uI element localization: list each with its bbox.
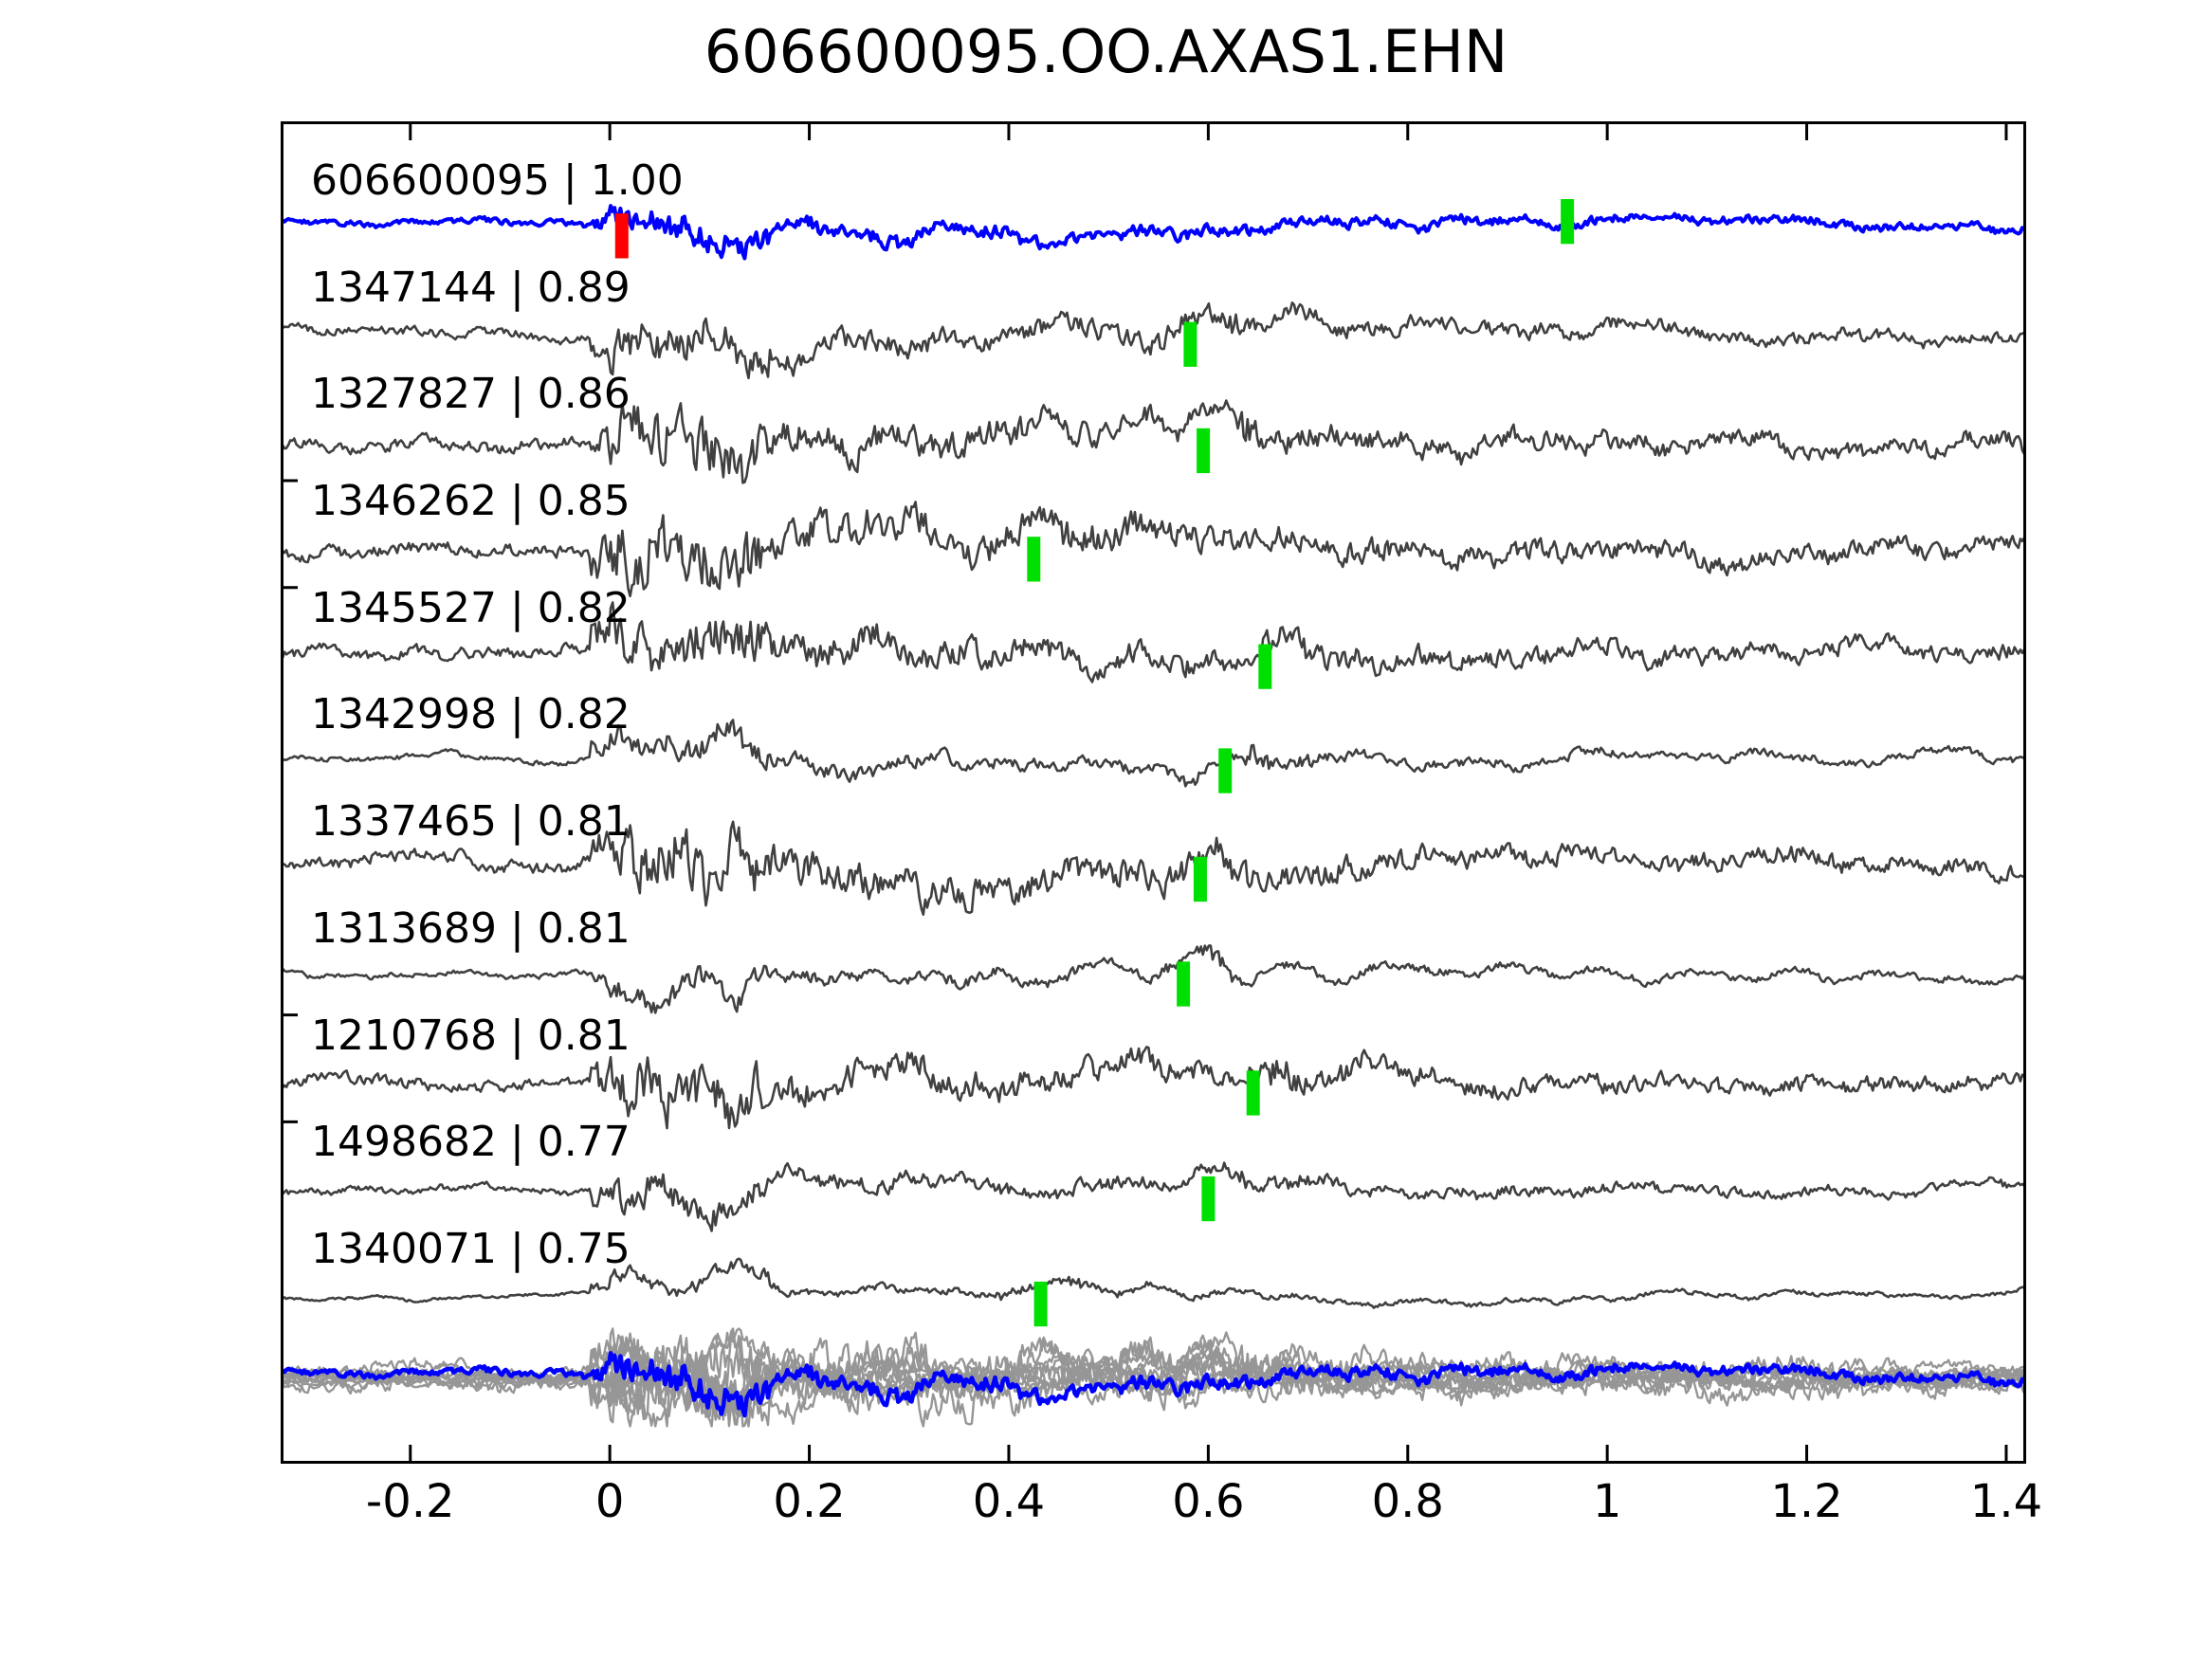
detection-pick-marker	[1183, 321, 1197, 367]
detection-pick-marker	[1197, 428, 1211, 474]
detection-waveform	[281, 820, 2026, 916]
trace-label: 1327827 | 0.86	[311, 370, 631, 419]
trace-label: 1342998 | 0.82	[311, 690, 631, 739]
template-waveform	[281, 204, 2026, 261]
detection-waveform	[281, 944, 2026, 1014]
x-tick-label: 1.4	[1969, 1475, 2043, 1528]
detection-pick-marker	[1033, 1281, 1048, 1327]
detection-pick-marker	[1177, 961, 1191, 1007]
waveform-canvas	[281, 121, 2026, 1464]
detection-pick-marker	[1258, 644, 1272, 689]
detection-waveform	[281, 501, 2026, 598]
x-tick-label: 1	[1592, 1475, 1622, 1528]
detection-pick-marker	[1201, 1176, 1216, 1222]
trace-label: 606600095 | 1.00	[311, 155, 684, 205]
overlay-template-waveform	[281, 1351, 2026, 1418]
detection-pick-marker	[1027, 537, 1041, 582]
trace-label: 1498682 | 0.77	[311, 1118, 631, 1167]
detection-pick-marker	[1218, 748, 1233, 793]
trace-label: 1337465 | 0.81	[311, 797, 631, 847]
x-axis-tick-labels: -0.2 0 0.2 0.4 0.6 0.8 1 1.2 1.4	[281, 1475, 2042, 1560]
plot-axes: 606600095 | 1.00 1347144 | 0.89 1327827 | …	[281, 121, 2026, 1464]
template-pick-marker	[614, 213, 629, 259]
detection-waveform	[281, 301, 2026, 380]
x-tick-label: 0.2	[773, 1475, 846, 1528]
detection-waveform	[281, 601, 2026, 684]
detection-pick-marker	[1246, 1070, 1260, 1116]
trace-label: 1313689 | 0.81	[311, 903, 631, 953]
trace-label: 1345527 | 0.82	[311, 583, 631, 632]
detection-pick-marker	[1561, 199, 1575, 245]
x-tick-label: 0.6	[1172, 1475, 1245, 1528]
x-tick-label: 0	[594, 1475, 625, 1528]
trace-label: 1347144 | 0.89	[311, 263, 631, 312]
page-title: 606600095.OO.AXAS1.EHN	[704, 17, 1508, 86]
x-tick-label: 1.2	[1770, 1475, 1843, 1528]
x-tick-label: -0.2	[365, 1475, 455, 1528]
detection-waveform	[281, 1161, 2026, 1232]
detection-waveform	[281, 1257, 2026, 1309]
trace-label: 1346262 | 0.85	[311, 477, 631, 526]
x-tick-label: 0.4	[972, 1475, 1046, 1528]
detection-pick-marker	[1193, 856, 1207, 902]
trace-label: 1340071 | 0.75	[311, 1225, 631, 1274]
x-tick-label: 0.8	[1371, 1475, 1444, 1528]
detection-waveform	[281, 399, 2026, 484]
trace-label: 1210768 | 0.81	[311, 1011, 631, 1060]
detection-waveform	[281, 1046, 2026, 1130]
detection-waveform	[281, 719, 2026, 788]
